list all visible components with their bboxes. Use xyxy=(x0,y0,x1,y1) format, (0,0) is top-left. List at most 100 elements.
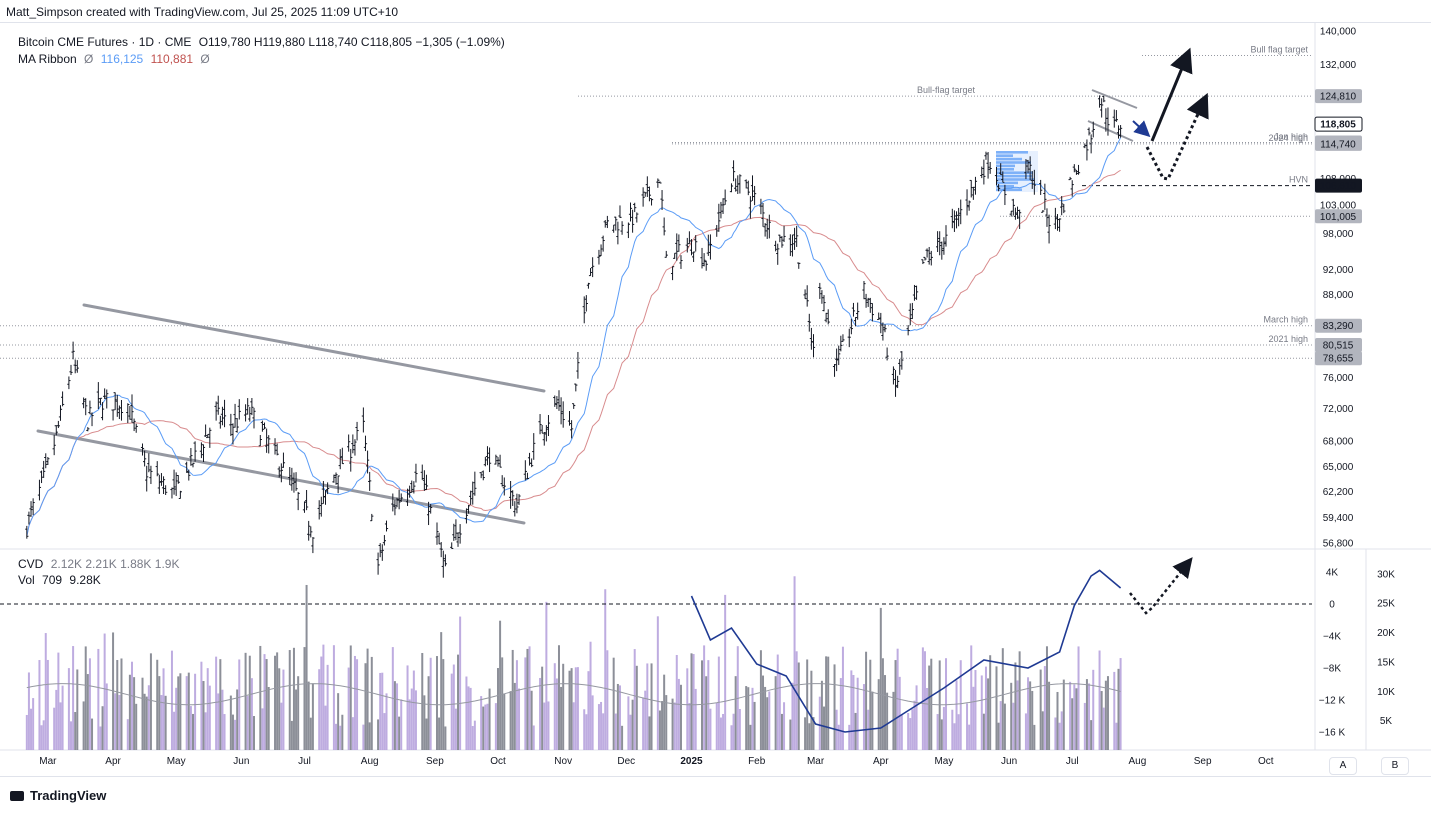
volume-bar xyxy=(650,663,653,750)
ohlc-bar xyxy=(294,472,298,491)
price-axis-label-bg xyxy=(1314,116,1363,132)
volume-bar xyxy=(114,693,117,750)
volume-bar xyxy=(631,699,634,750)
volume-bar xyxy=(722,713,725,750)
volume-bar xyxy=(435,656,438,750)
tradingview-logo-icon xyxy=(10,790,24,801)
volume-bar xyxy=(1083,702,1086,750)
ma-flag2-icon: Ø xyxy=(200,52,210,66)
volume-bar xyxy=(265,659,268,750)
ma-legend: MA Ribbon Ø 116,125 110,881 Ø xyxy=(18,52,210,66)
volume-bar xyxy=(543,702,546,750)
volume-bar xyxy=(703,645,706,750)
symbol-name[interactable]: Bitcoin CME Futures · 1D · CME xyxy=(18,35,192,49)
volume-bar xyxy=(202,681,205,750)
ma-label[interactable]: MA Ribbon xyxy=(18,52,77,66)
ohlc-bar xyxy=(656,178,660,188)
ohlc-bar xyxy=(702,253,706,267)
auto-scale-button[interactable]: A xyxy=(1329,757,1357,775)
time-axis-tick: Apr xyxy=(105,756,121,767)
ohlc-bar xyxy=(736,175,740,194)
ohlc-bar xyxy=(908,303,912,326)
volume-bar xyxy=(515,660,518,750)
volume-bar xyxy=(646,663,649,750)
volume-bar xyxy=(349,645,352,750)
ohlc-bar xyxy=(959,199,963,225)
volume-bar xyxy=(528,646,531,750)
ohlc-bar xyxy=(441,550,445,578)
volume-bar xyxy=(297,676,300,750)
price-axis-tick: 76,000 xyxy=(1323,373,1354,384)
volume-bar xyxy=(337,693,340,750)
volume-bar xyxy=(156,659,159,750)
ohlc-bar xyxy=(128,406,132,420)
volume-bar xyxy=(539,677,542,750)
ohlc-bar xyxy=(246,398,250,415)
volume-bar xyxy=(547,701,550,750)
ohlc-bar xyxy=(1116,125,1121,139)
volume-bar xyxy=(236,689,239,750)
ohlc-bar xyxy=(46,456,50,465)
volume-bar xyxy=(1043,666,1046,750)
volume-bar xyxy=(837,724,840,750)
ohlc-bar xyxy=(1100,98,1104,118)
volume-bar xyxy=(1062,679,1065,750)
log-scale-button[interactable]: B xyxy=(1381,757,1409,775)
ohlc-bar xyxy=(201,444,206,463)
volume-bar xyxy=(217,693,220,750)
ohlc-bar xyxy=(694,235,698,252)
ohlc-bar xyxy=(380,544,384,561)
volume-bar xyxy=(553,663,556,750)
volume-bar xyxy=(982,713,985,750)
volume-bar xyxy=(280,702,283,750)
ohlc-bar xyxy=(178,490,182,499)
volume-bar xyxy=(732,713,735,750)
ohlc-bar xyxy=(664,250,668,258)
volume-bar xyxy=(276,652,279,750)
volume-bar xyxy=(353,655,356,750)
volume-bar xyxy=(1085,679,1088,750)
volume-bar xyxy=(160,695,163,750)
ohlc-bar xyxy=(662,217,666,236)
price-axis-label: 118,805 xyxy=(1320,120,1356,131)
volume-bar xyxy=(393,681,396,750)
price-chart[interactable]: 140,000132,000124,810118,805115,030114,7… xyxy=(0,23,1431,776)
ohlc-bar xyxy=(273,438,277,455)
ohlc-bar xyxy=(753,185,757,206)
ohlc-bar xyxy=(355,421,359,441)
volume-bar xyxy=(347,667,350,750)
volume-bar xyxy=(38,660,41,750)
ohlc-bar xyxy=(326,482,330,495)
ohlc-bar xyxy=(277,466,281,478)
ohlc-bar xyxy=(957,207,961,227)
cvd-axis-tick: −16 K xyxy=(1319,728,1346,739)
ohlc-bar xyxy=(864,293,868,308)
ohlc-bar xyxy=(69,364,73,376)
volume-bar xyxy=(972,686,975,750)
ohlc-bar xyxy=(134,423,138,433)
ohlc-bar xyxy=(54,425,58,436)
volume-bar xyxy=(55,689,58,750)
volume-bar xyxy=(141,677,144,750)
volume-bar xyxy=(1033,724,1036,750)
volume-bar xyxy=(309,717,312,750)
level-annotation: HVN xyxy=(1289,175,1308,185)
ohlc-bar xyxy=(193,441,197,462)
ohlc-bar xyxy=(1043,183,1047,210)
time-axis-tick: Apr xyxy=(873,756,889,767)
ohlc-bar xyxy=(435,522,439,545)
volume-bar xyxy=(879,607,882,750)
volume-axis-tick: 30K xyxy=(1377,569,1395,580)
volume-bar xyxy=(246,696,249,750)
ohlc-bar xyxy=(538,414,542,435)
volume-bar xyxy=(326,664,329,750)
ohlc-bar xyxy=(426,501,431,526)
volume-bar xyxy=(911,709,914,750)
ohlc-bar xyxy=(170,487,174,499)
volume-bar xyxy=(450,673,453,750)
volume-bar xyxy=(189,706,192,750)
volume-bar xyxy=(248,655,251,750)
ohlc-bar xyxy=(296,491,300,511)
volume-bar xyxy=(764,686,767,750)
ohlc-bar xyxy=(555,396,559,410)
